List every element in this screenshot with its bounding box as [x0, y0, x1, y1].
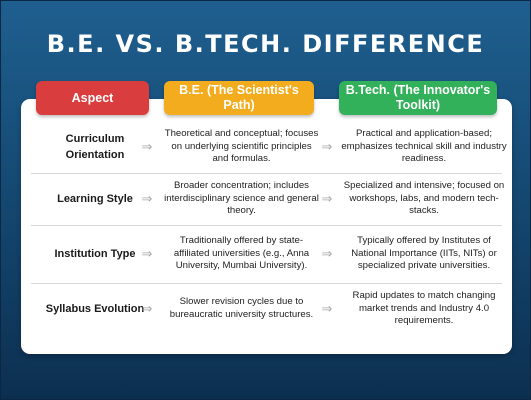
header-aspect: Aspect — [36, 81, 149, 115]
row-aspect-label: Institution Type — [54, 248, 136, 260]
arrow-right-icon: ⇒ — [141, 246, 153, 262]
be-cell: Broader concentration; includes interdis… — [164, 179, 319, 217]
btech-cell: Typically offered by Institutes of Natio… — [351, 234, 497, 272]
btech-cell: Specialized and intensive; focused on wo… — [343, 179, 505, 217]
table-row: Syllabus Evolution ⇒ Slower revision cyc… — [21, 285, 512, 333]
row-aspect-label: Curriculum Orientation — [65, 133, 125, 161]
arrow-right-icon: ⇒ — [321, 246, 333, 262]
comparison-table — [21, 99, 512, 354]
row-divider — [31, 173, 502, 174]
be-cell: Traditionally offered by state-affiliate… — [173, 234, 310, 272]
arrow-right-icon: ⇒ — [321, 191, 333, 207]
table-row: Learning Style ⇒ Broader concentration; … — [21, 174, 512, 224]
row-divider — [31, 225, 502, 226]
row-aspect-label: Learning Style — [57, 193, 133, 205]
table-row: Institution Type ⇒ Traditionally offered… — [21, 227, 512, 281]
arrow-right-icon: ⇒ — [321, 301, 333, 317]
be-cell: Slower revision cycles due to bureaucrat… — [169, 296, 314, 320]
arrow-right-icon: ⇒ — [141, 301, 153, 317]
header-btech: B.Tech. (The Innovator's Toolkit) — [339, 81, 497, 115]
btech-cell: Practical and application-based; emphasi… — [341, 127, 507, 165]
be-cell: Theoretical and conceptual; focuses on u… — [164, 127, 319, 165]
row-aspect-label: Syllabus Evolution — [45, 303, 145, 315]
arrow-right-icon: ⇒ — [321, 139, 333, 155]
header-be: B.E. (The Scientist's Path) — [164, 81, 314, 115]
btech-cell: Rapid updates to match changing market t… — [352, 289, 496, 327]
arrow-right-icon: ⇒ — [141, 139, 153, 155]
page-title: B.E. VS. B.TECH. DIFFERENCE — [46, 30, 485, 58]
table-row: Curriculum Orientation ⇒ Theoretical and… — [21, 123, 512, 171]
row-divider — [31, 283, 502, 284]
arrow-right-icon: ⇒ — [141, 191, 153, 207]
